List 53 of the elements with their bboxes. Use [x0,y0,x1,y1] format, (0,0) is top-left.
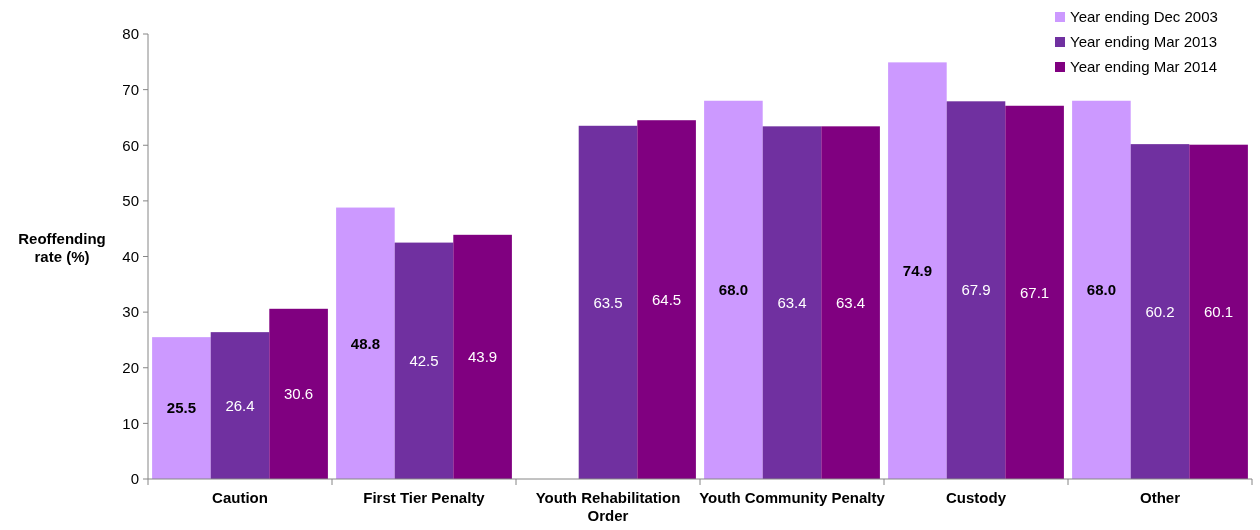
data-label: 25.5 [166,399,196,417]
data-label: 68.0 [1086,281,1116,299]
data-label: 60.1 [1204,303,1234,321]
data-label: 63.5 [593,293,623,311]
bar [453,234,512,479]
legend-label: Year ending Dec 2003 [1070,8,1218,26]
x-tick-label: Caution [212,489,268,506]
bar [821,126,880,479]
bar [152,337,211,479]
data-label: 68.0 [718,281,748,299]
x-tick-label: Youth Rehabilitation Order [535,489,681,524]
data-label: 42.5 [409,352,439,370]
y-tick-label: 30 [122,303,139,321]
bar [336,207,395,479]
bar [762,126,822,479]
data-label: 74.9 [902,261,932,279]
y-tick-label: 10 [122,414,139,432]
y-tick-label: 0 [130,470,139,488]
legend-label: Year ending Mar 2013 [1070,33,1218,51]
data-label: 67.1 [1020,283,1050,301]
data-label: 48.8 [350,334,380,352]
bar [269,308,328,479]
y-tick-label: 80 [122,25,139,43]
bar [1189,144,1248,479]
y-tick-label: 40 [122,247,139,265]
bar [637,120,696,479]
data-label: 63.4 [836,293,866,311]
bar [704,100,763,479]
bar [888,62,947,479]
y-tick-label: 20 [122,359,139,376]
data-label: 30.6 [284,385,314,403]
data-label: 26.4 [225,396,255,414]
x-tick-label: Custody [946,489,1007,506]
data-label: 60.2 [1145,302,1175,320]
data-label: 67.9 [961,281,991,299]
y-tick-label: 70 [122,80,139,98]
bar [1005,105,1064,479]
x-tick-label: Other [1139,489,1181,506]
bar [210,332,270,479]
bar [394,242,454,479]
x-tick-label: First Tier Penalty [363,489,486,506]
y-tick-label: 50 [122,192,139,210]
bar [1130,144,1190,479]
bar [1072,100,1131,479]
bar [946,101,1006,479]
data-label: 64.5 [652,290,682,308]
y-tick-label: 60 [122,136,139,154]
y-axis-title: Reoffending rate (%) [18,230,106,265]
bar [578,125,638,479]
x-tick-label: Youth Community Penalty [699,489,886,506]
data-label: 63.4 [777,293,807,311]
legend-label: Year ending Mar 2014 [1070,58,1218,76]
data-label: 43.9 [468,348,498,366]
